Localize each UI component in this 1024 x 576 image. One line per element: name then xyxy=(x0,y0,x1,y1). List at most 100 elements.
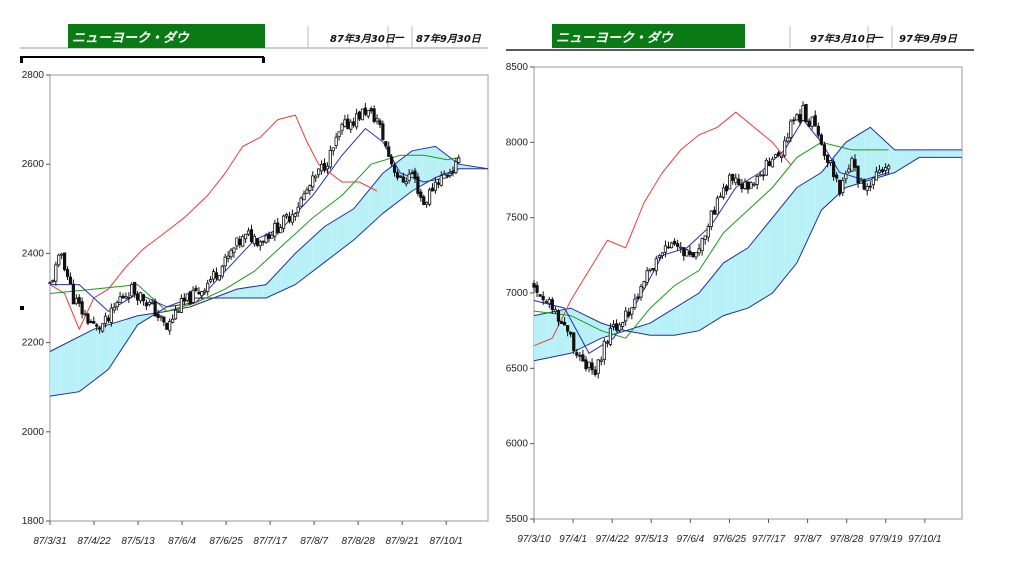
cloud-segment xyxy=(444,153,448,175)
cloud-segment xyxy=(123,319,126,348)
cloud-segment xyxy=(900,149,904,169)
cloud-segment xyxy=(769,217,773,295)
candle-body xyxy=(57,254,61,266)
candle-body xyxy=(387,146,391,157)
candle-body xyxy=(427,189,432,205)
cloud-segment xyxy=(391,164,395,207)
cloud-segment xyxy=(668,309,672,336)
cloud-segment xyxy=(82,333,86,390)
candle-body xyxy=(404,181,408,185)
candle-body xyxy=(532,283,536,288)
candle-body xyxy=(430,187,435,192)
cloud-segment xyxy=(760,228,764,301)
candle-body xyxy=(758,174,762,177)
candle-body xyxy=(197,291,201,295)
cloud-segment xyxy=(674,306,678,336)
cloud-segment xyxy=(330,221,334,258)
candle-body xyxy=(115,302,119,308)
cloud-segment xyxy=(120,320,123,352)
candle-body xyxy=(752,183,756,186)
cloud-segment xyxy=(637,325,641,334)
plot-content xyxy=(48,102,489,397)
cloud-segment xyxy=(796,185,800,263)
candle-body xyxy=(214,272,219,279)
candle-body xyxy=(761,174,765,177)
cloud-segment xyxy=(362,194,366,232)
candle-body xyxy=(103,315,108,325)
chikou-span-line xyxy=(533,111,792,347)
candle-body xyxy=(346,118,350,129)
candle-body xyxy=(544,301,548,303)
candle-body xyxy=(147,301,151,305)
axes: 1800 2000 2200 2400 2600 2800 87/3/31 87/4/22 87… xyxy=(22,70,463,547)
cloud-segment xyxy=(128,317,132,339)
candle-body xyxy=(798,114,802,123)
candle-body xyxy=(241,236,245,247)
candle-body xyxy=(578,354,582,357)
cloud-segment xyxy=(549,311,553,358)
cloud-segment xyxy=(680,302,684,335)
cloud-segment xyxy=(729,257,733,314)
chart-title: ニューヨーク・ダウ xyxy=(72,30,190,46)
cloud-segment xyxy=(61,344,65,395)
kijun-sen-line xyxy=(533,141,889,339)
cloud-segment xyxy=(705,281,709,327)
cloud-segment xyxy=(301,245,305,281)
cloud-segment xyxy=(955,149,959,158)
cloud-segment xyxy=(464,165,468,169)
cloud-segment xyxy=(385,168,389,212)
cloud-segment xyxy=(79,335,83,392)
candle-body xyxy=(587,361,591,369)
cloud-segment xyxy=(934,149,938,158)
candle-body xyxy=(871,177,875,186)
cloud-segment xyxy=(692,294,697,332)
cloud-segment xyxy=(916,149,920,160)
cloud-segment xyxy=(897,149,901,171)
candle-body xyxy=(590,362,594,371)
cloud-segment xyxy=(647,323,651,336)
y-tick-label: 1800 xyxy=(22,516,45,527)
cloud-segment xyxy=(803,181,807,250)
candle-body xyxy=(314,175,318,179)
cloud-segment xyxy=(397,159,401,203)
candle-body xyxy=(410,172,414,175)
candle-body xyxy=(334,136,338,146)
cloud-segment xyxy=(219,294,223,298)
cloud-segment xyxy=(225,292,229,298)
candle-body xyxy=(100,323,105,332)
cloud-segment xyxy=(309,237,313,274)
candle-body xyxy=(363,107,367,115)
candle-body xyxy=(165,322,169,330)
candle-body xyxy=(255,238,259,246)
cloud-segment xyxy=(662,313,666,336)
cloud-segment xyxy=(350,208,354,243)
candle-body xyxy=(691,252,695,258)
cloud-segment xyxy=(266,281,269,298)
cloud-segment xyxy=(58,345,62,395)
cloud-segment xyxy=(298,248,302,283)
candle-body xyxy=(559,320,564,324)
cloud-segment xyxy=(708,277,712,326)
candle-body xyxy=(290,214,294,223)
candle-body xyxy=(349,121,353,130)
cloud-segment xyxy=(653,319,657,336)
x-tick-label: 97/9/19 xyxy=(869,534,903,545)
x-tick-label: 87/3/31 xyxy=(33,536,66,547)
candle-body xyxy=(258,241,262,247)
candle-body xyxy=(162,316,166,323)
candle-body xyxy=(838,179,842,195)
plot-content xyxy=(532,101,962,379)
candle-body xyxy=(191,289,195,303)
cloud-segment xyxy=(671,308,675,336)
cloud-segment xyxy=(204,298,208,302)
date-from: 87年3月30日 xyxy=(330,33,396,45)
cloud-segment xyxy=(254,285,258,298)
candle-body xyxy=(305,189,309,194)
candle-body xyxy=(299,197,303,207)
cloud-segment xyxy=(781,202,785,282)
candle-body xyxy=(883,167,888,171)
candle-body xyxy=(264,235,268,243)
cloud-segment xyxy=(432,146,436,180)
candle-body xyxy=(743,181,747,189)
cloud-segment xyxy=(683,300,687,334)
